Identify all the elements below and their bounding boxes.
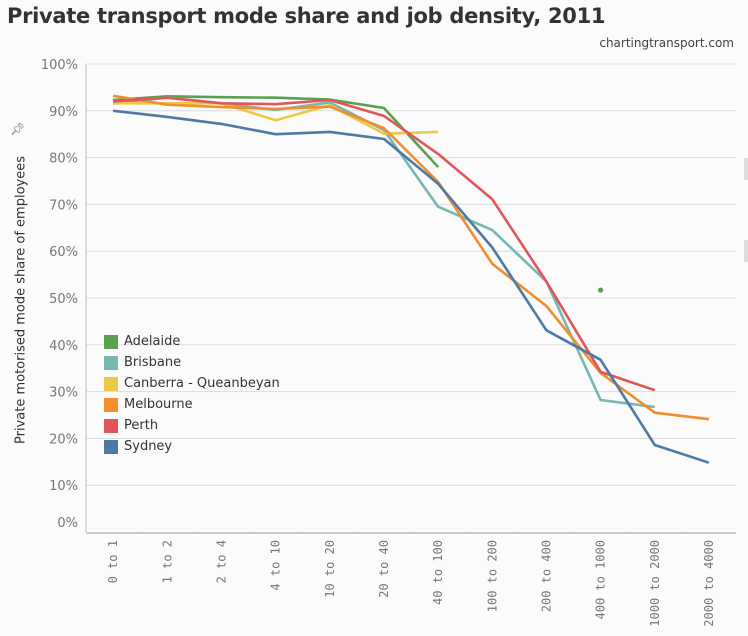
- chart-title: Private transport mode share and job den…: [7, 4, 606, 28]
- legend-item[interactable]: Sydney: [104, 436, 280, 457]
- y-tick-label: 30%: [49, 386, 78, 401]
- legend-swatch: [104, 397, 118, 412]
- series-line-adelaide: [113, 95, 440, 168]
- y-tick-label: 60%: [49, 245, 78, 260]
- legend-label: Sydney: [124, 439, 173, 454]
- y-tick-label: 80%: [49, 152, 78, 167]
- x-tick-label: 200 to 400: [539, 540, 553, 612]
- legend-label: Brisbane: [124, 355, 182, 370]
- legend-item[interactable]: Perth: [104, 415, 280, 436]
- x-tick-label: 10 to 20: [323, 540, 337, 598]
- legend-item[interactable]: Canberra - Queanbeyan: [104, 373, 280, 394]
- legend-item[interactable]: Melbourne: [104, 394, 280, 415]
- series-line-melbourne: [112, 94, 710, 421]
- legend-label: Canberra - Queanbeyan: [124, 376, 280, 391]
- y-tick-label: 20%: [49, 432, 78, 447]
- legend-swatch: [104, 439, 118, 454]
- legend-label: Melbourne: [124, 397, 193, 412]
- y-tick-label: 100%: [41, 58, 78, 73]
- y-tick-label: 50%: [49, 292, 78, 307]
- legend-swatch: [104, 334, 118, 349]
- legend-swatch: [104, 418, 118, 433]
- legend: Adelaide Brisbane Canberra - Queanbeyan Mel…: [104, 331, 280, 457]
- legend-label: Adelaide: [124, 334, 181, 349]
- series-line-sydney: [112, 109, 710, 464]
- x-tick-label: 20 to 40: [377, 540, 391, 598]
- edge-control[interactable]: [744, 158, 748, 180]
- y-tick-label: 40%: [49, 339, 78, 354]
- source-credit: chartingtransport.com: [599, 36, 734, 50]
- x-tick-label: 1000 to 2000: [648, 540, 662, 627]
- x-tick-label: 100 to 200: [485, 540, 499, 612]
- series-line-perth: [113, 96, 656, 392]
- x-tick-label: 4 to 10: [269, 540, 283, 591]
- pin-icon[interactable]: 📌︎: [10, 122, 26, 136]
- x-tick-label: 2000 to 4000: [702, 540, 716, 627]
- legend-item[interactable]: Adelaide: [104, 331, 280, 352]
- y-tick-label: 10%: [49, 479, 78, 494]
- legend-label: Perth: [124, 418, 159, 433]
- y-tick-label: 0%: [57, 516, 78, 531]
- x-tick-label: 40 to 100: [431, 540, 445, 605]
- y-tick-label: 90%: [49, 105, 78, 120]
- data-point: [597, 287, 604, 293]
- x-tick-label: 1 to 2: [160, 540, 174, 583]
- y-tick-label: 70%: [49, 198, 78, 213]
- legend-swatch: [104, 355, 118, 370]
- edge-control[interactable]: [744, 240, 748, 262]
- legend-item[interactable]: Brisbane: [104, 352, 280, 373]
- x-tick-label: 400 to 1000: [594, 540, 608, 619]
- x-tick-label: 2 to 4: [214, 540, 228, 583]
- x-tick-label: 0 to 1: [106, 540, 120, 583]
- legend-swatch: [104, 376, 118, 391]
- series-line-canberra-queanbeyan: [113, 102, 439, 135]
